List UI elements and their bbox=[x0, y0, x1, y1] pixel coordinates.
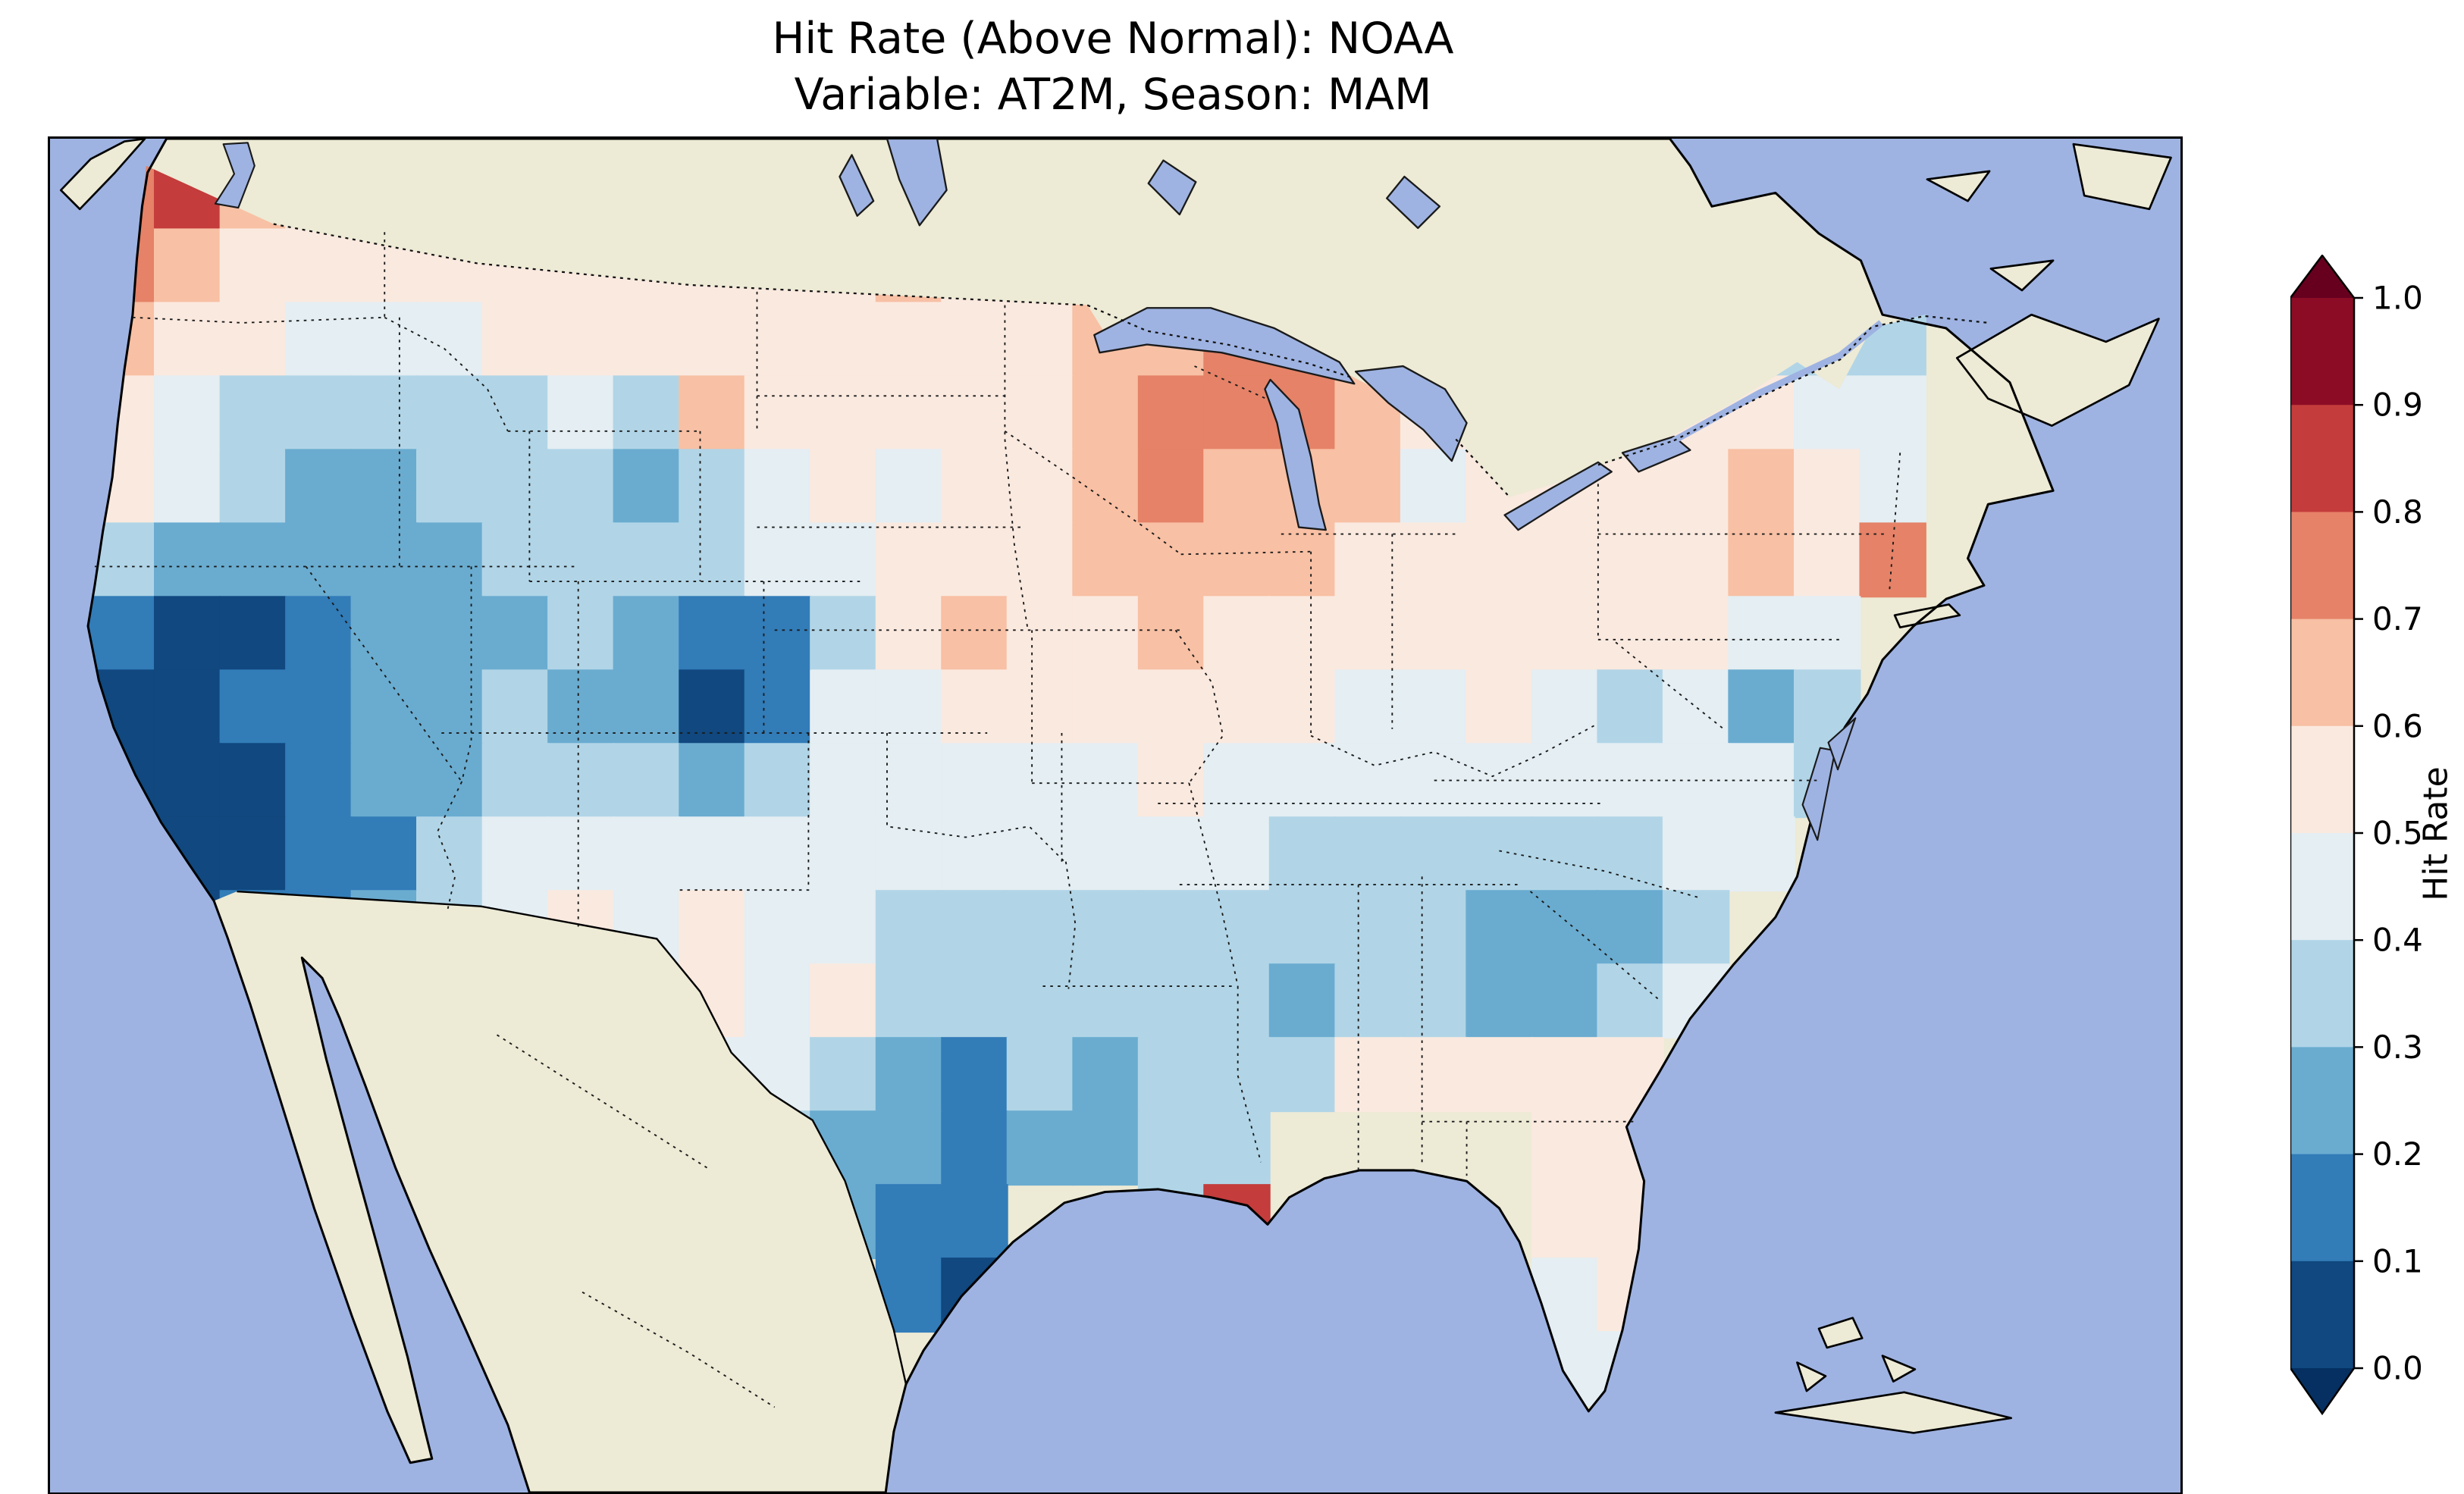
prince-edward-island bbox=[1989, 259, 2055, 292]
coastline bbox=[86, 139, 2055, 1492]
islands-layer bbox=[1774, 1317, 2013, 1434]
vancouver-island bbox=[59, 139, 146, 211]
lake-nipigon bbox=[1147, 159, 1197, 216]
bahamas-island bbox=[1796, 1361, 1827, 1392]
svg-text:1.0: 1.0 bbox=[2372, 280, 2423, 317]
svg-text:0.3: 0.3 bbox=[2372, 1029, 2423, 1066]
svg-text:0.5: 0.5 bbox=[2372, 815, 2423, 852]
delaware-bay bbox=[1827, 717, 1857, 771]
svg-text:0.1: 0.1 bbox=[2372, 1242, 2423, 1279]
lake-winnipeg bbox=[886, 139, 948, 227]
newfoundland-island bbox=[2072, 143, 2172, 211]
svg-text:0.8: 0.8 bbox=[2372, 493, 2423, 531]
svg-text:0.6: 0.6 bbox=[2372, 707, 2423, 744]
great-lakes bbox=[1093, 307, 1691, 531]
lake-huron bbox=[1354, 365, 1468, 462]
colorbar-svg: 1.0 0.9 0.8 0.7 0.6 0.5 0.4 0.3 0.2 0.1 0.0 bbox=[2289, 253, 2423, 1416]
lake-superior bbox=[1093, 307, 1356, 385]
svg-text:0.4: 0.4 bbox=[2372, 922, 2423, 959]
lake-erie bbox=[1503, 461, 1613, 531]
canada-border bbox=[273, 223, 1989, 497]
bahamas-island bbox=[1881, 1355, 1917, 1383]
lake-michigan bbox=[1264, 378, 1327, 531]
svg-text:0.7: 0.7 bbox=[2372, 600, 2423, 637]
chesapeake-bay bbox=[1801, 747, 1836, 841]
bahamas-island bbox=[1817, 1317, 1864, 1349]
svg-text:0.9: 0.9 bbox=[2372, 387, 2423, 424]
svg-text:0.2: 0.2 bbox=[2372, 1135, 2423, 1173]
chart-title: Hit Rate (Above Normal): NOAA Variable: … bbox=[48, 11, 2178, 123]
chart-title-line1: Hit Rate (Above Normal): NOAA bbox=[772, 14, 1454, 64]
lake-ontario bbox=[1621, 435, 1691, 473]
map-axes bbox=[48, 136, 2183, 1494]
cuba bbox=[1774, 1391, 2013, 1434]
lake-manitoba bbox=[839, 154, 875, 217]
colorbar-label: Hit Rate bbox=[2416, 766, 2456, 901]
chart-title-line2: Variable: AT2M, Season: MAM bbox=[794, 70, 1432, 120]
puget-sound bbox=[214, 142, 255, 209]
canadian-lake bbox=[1386, 175, 1441, 230]
svg-text:0.0: 0.0 bbox=[2372, 1350, 2423, 1387]
map-svg bbox=[50, 139, 2180, 1492]
colorbar: 1.0 0.9 0.8 0.7 0.6 0.5 0.4 0.3 0.2 0.1 0.0 bbox=[2289, 253, 2464, 1416]
mexico-border bbox=[237, 890, 908, 1385]
nova-scotia bbox=[1955, 313, 2160, 427]
anticosti-island bbox=[1926, 170, 1991, 202]
